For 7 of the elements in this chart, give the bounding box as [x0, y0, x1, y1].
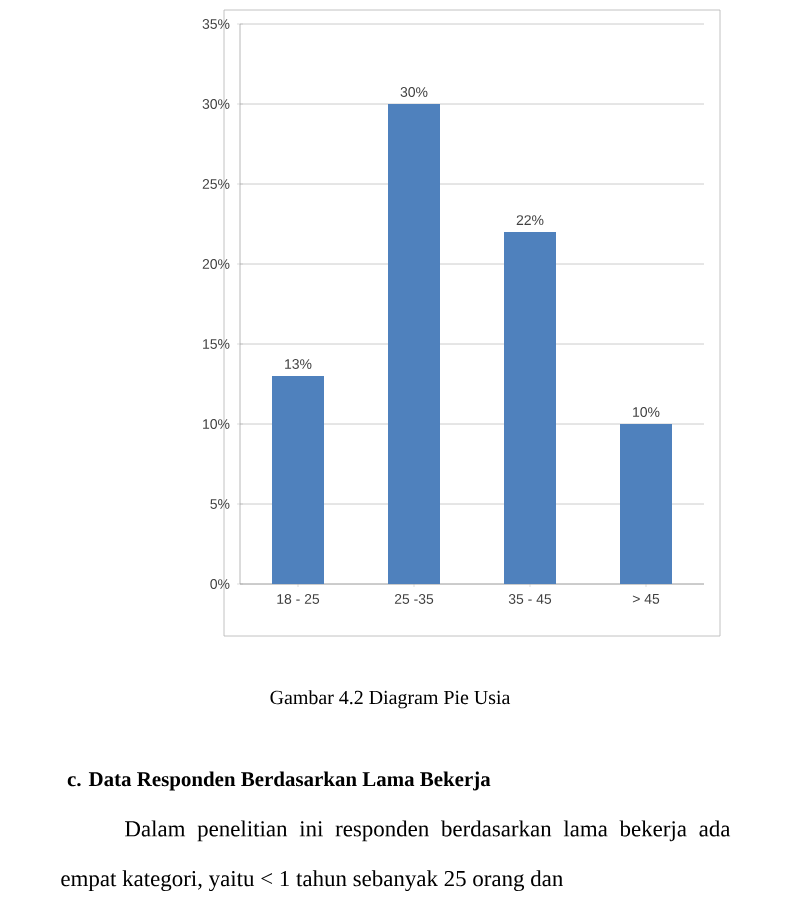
text: Dalam penelitian ini responden berdasarkan lama bekerja ada empat kategori, yaitu < 1 tahun sebanyak 25 orang dan	[61, 820, 731, 892]
bar	[272, 376, 324, 585]
text: Gambar 4.2 Diagram Pie Usia	[270, 690, 511, 709]
bar	[504, 232, 556, 585]
text: c. Data Responden Berdasarkan Lama Bekerja	[67, 771, 491, 791]
bar	[620, 424, 672, 585]
bar	[388, 104, 440, 585]
